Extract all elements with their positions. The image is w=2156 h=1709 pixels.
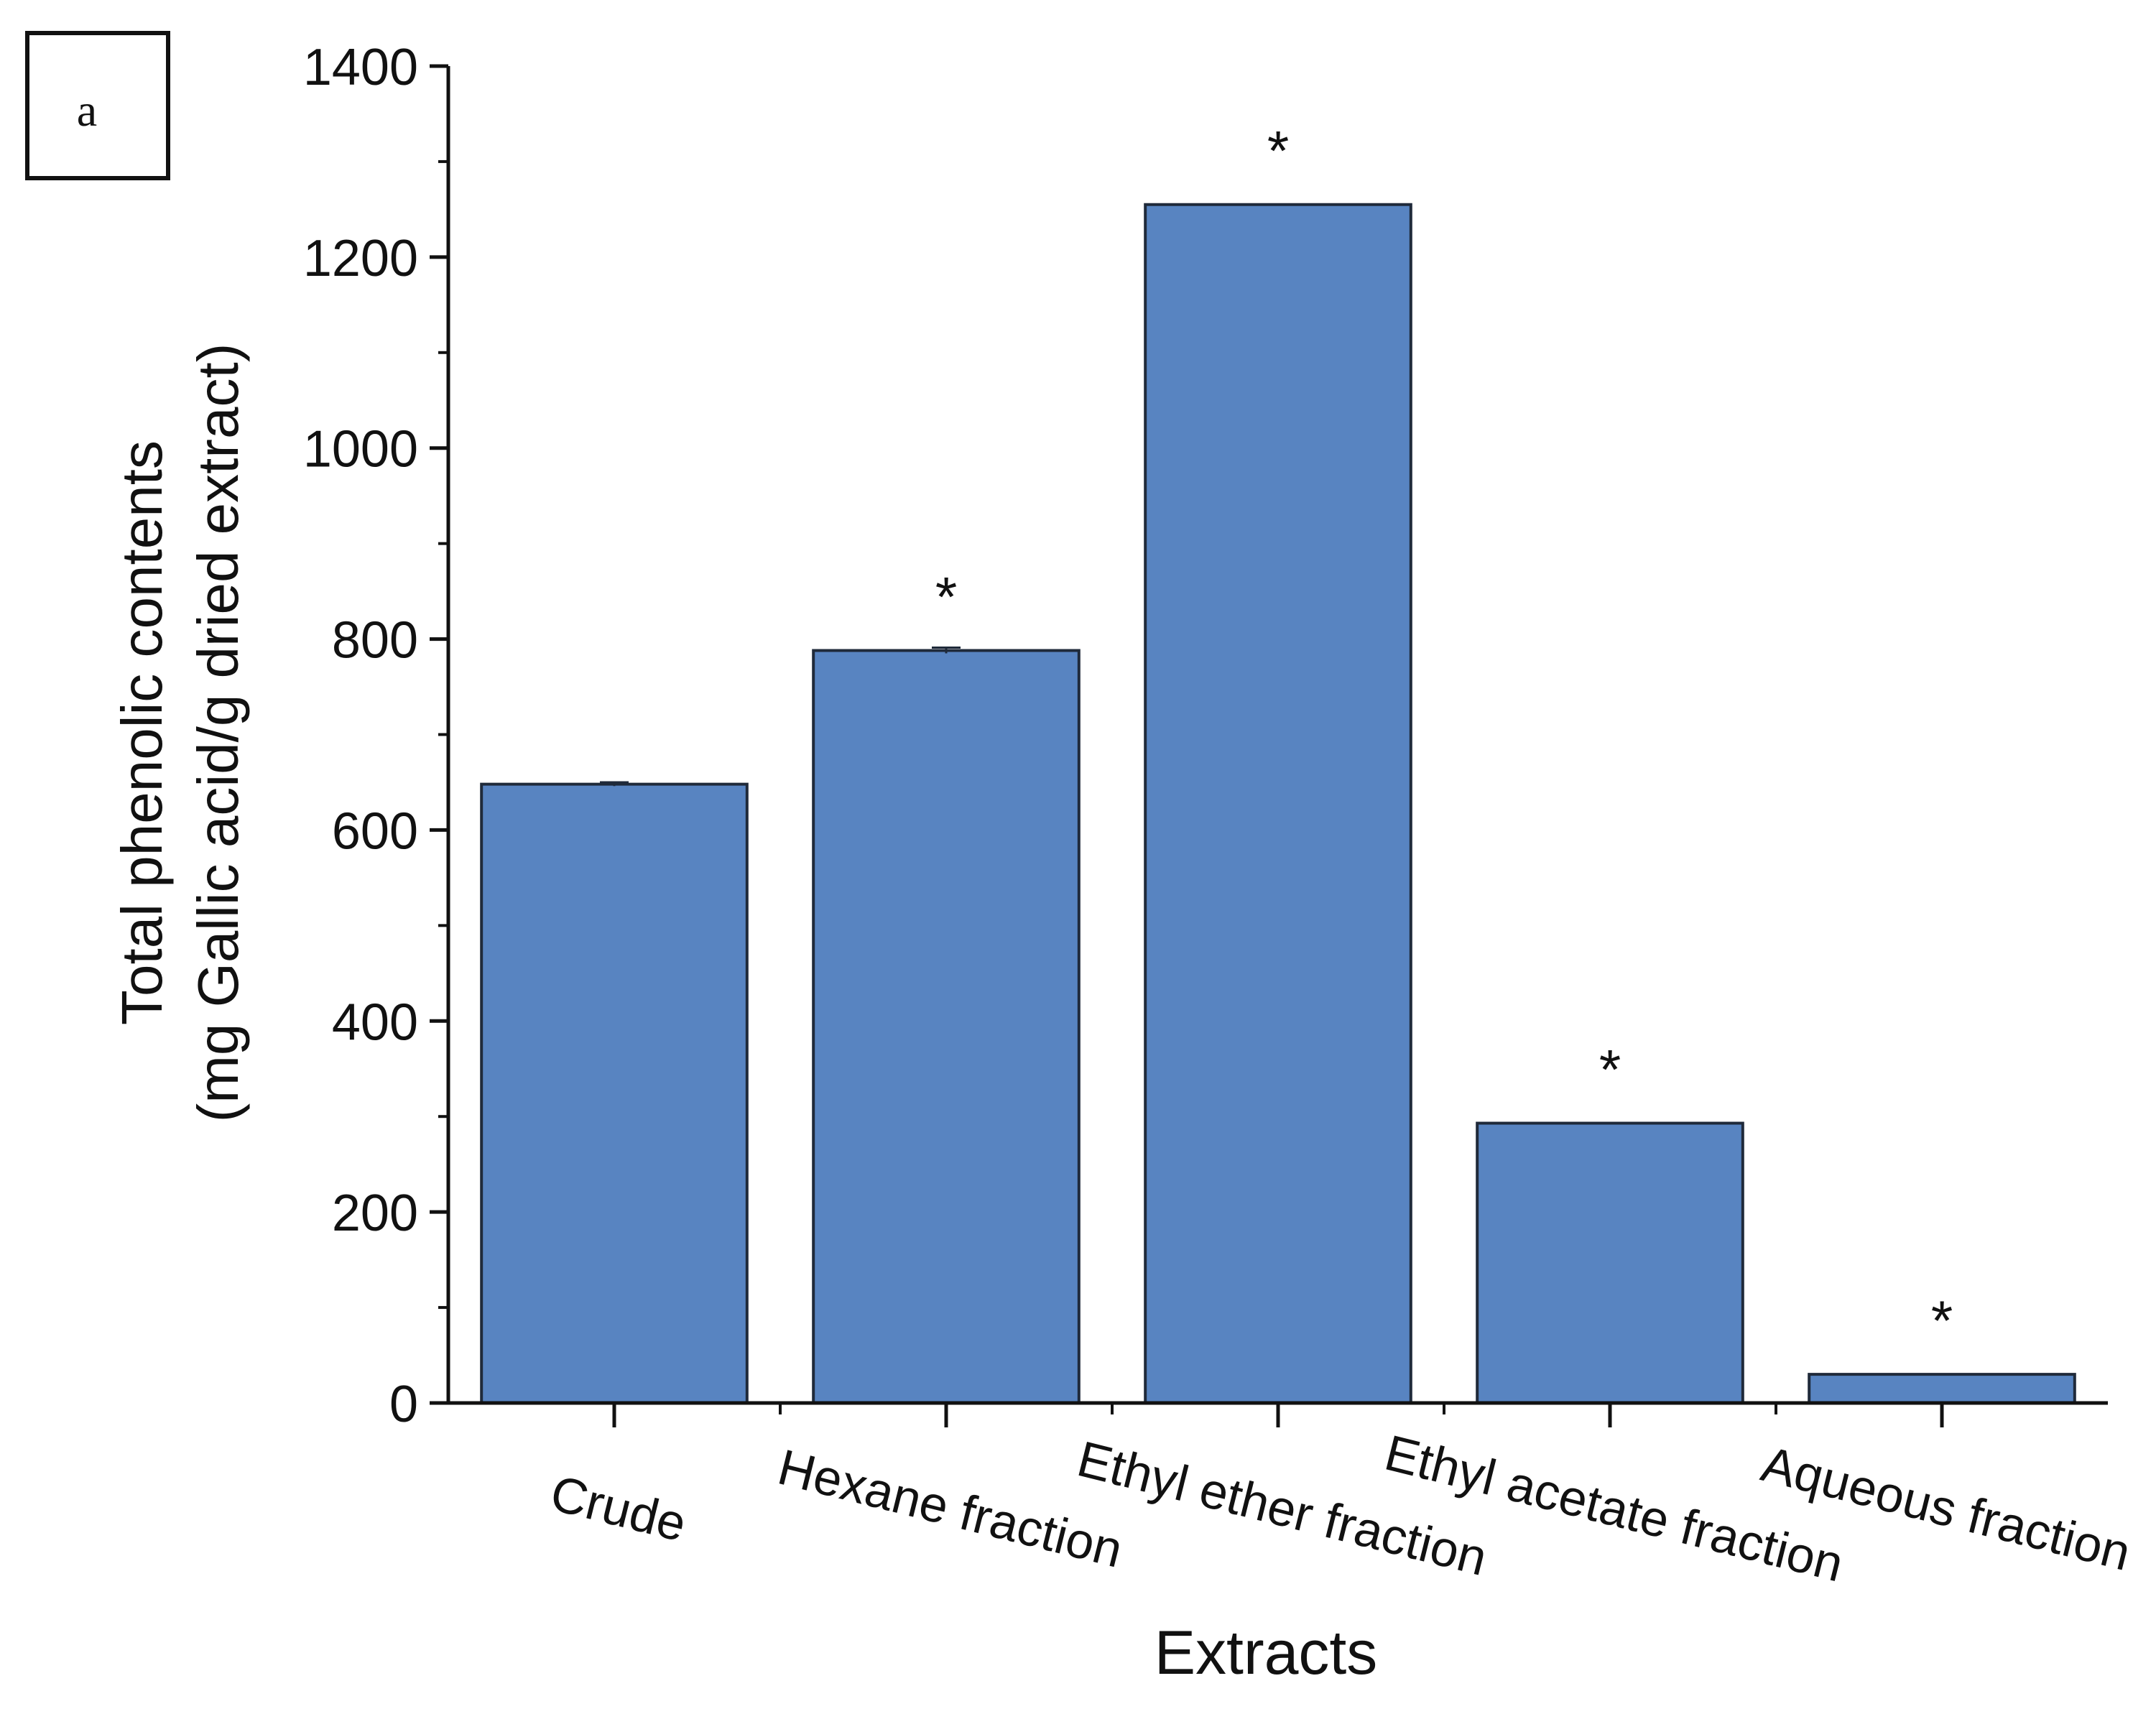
bar-crude [480,782,749,1404]
significance-marker: * [1931,1289,1953,1352]
panel-label-box [25,31,170,180]
bar-aqueous-fraction [1808,1373,2076,1405]
significance-marker: * [1599,1038,1621,1101]
y-tick-label: 800 [332,612,418,670]
bar-ethyl-ether-fraction [1144,203,1412,1404]
y-axis-title-line2: (mg Gallic acid/g dried extract) [186,343,250,1123]
x-axis-title: Extracts [1155,1618,1378,1687]
y-tick-label: 600 [332,802,418,860]
y-tick-label: 400 [332,994,418,1051]
y-tick-label: 0 [389,1376,418,1433]
y-tick-label: 1200 [303,230,418,287]
significance-marker: * [1267,119,1289,182]
significance-marker: * [935,565,957,629]
significance-markers-group: * * * * [935,119,1953,1352]
x-ticks-group [612,1403,1944,1427]
y-axis-title-line1: Total phenolic contents [110,440,174,1025]
y-tick-label: 1400 [303,39,418,96]
bar-ethyl-acetate-fraction [1476,1121,1744,1404]
error-bars-group [600,647,961,787]
y-ticks-group: 0 200 400 600 800 1000 1200 1400 [303,39,448,1433]
bars-group [480,203,2076,1405]
x-tick-label: Hexane fraction [773,1439,1129,1578]
x-tick-label: Crude [545,1465,692,1552]
panel-label: a [25,31,170,180]
bar-hexane-fraction [812,649,1081,1404]
y-tick-label: 200 [332,1185,418,1242]
panel-label-text: a [77,85,97,136]
y-tick-label: 1000 [303,421,418,478]
